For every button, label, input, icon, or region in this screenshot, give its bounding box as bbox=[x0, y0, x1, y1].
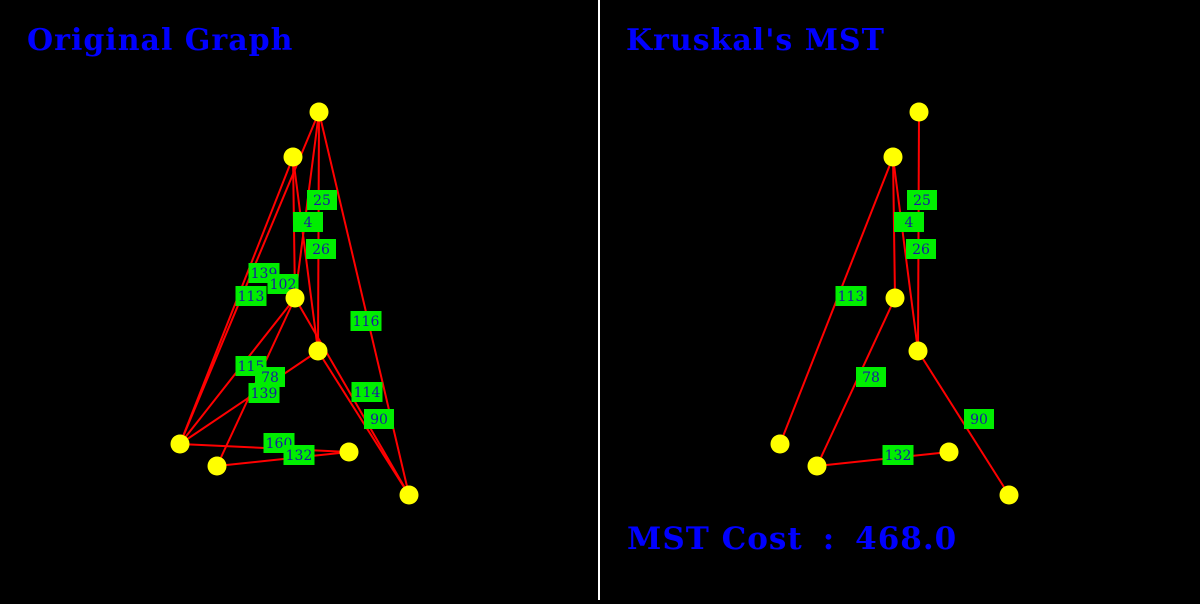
original-edge-weight-label: 4 bbox=[304, 215, 313, 231]
original-edge-label-bg bbox=[235, 286, 267, 306]
original-edge-weight-label: 102 bbox=[270, 277, 297, 293]
mst-edge-labels: 25 4 26 113 78 90 132 bbox=[835, 190, 994, 465]
original-edge-label-bg bbox=[306, 239, 336, 259]
original-edge-weight-label: 90 bbox=[370, 412, 388, 428]
mst-node bbox=[939, 442, 959, 462]
mst-edge-label-bg bbox=[856, 367, 886, 387]
original-edge-label-bg bbox=[350, 311, 382, 331]
original-node bbox=[207, 456, 227, 476]
mst-edge-label-bg bbox=[882, 445, 914, 465]
mst-edge-label-bg bbox=[964, 409, 994, 429]
original-node bbox=[285, 288, 305, 308]
original-edge-label-bg bbox=[255, 367, 285, 387]
mst-edge bbox=[917, 350, 1010, 496]
original-edge-label-bg bbox=[283, 445, 315, 465]
mst-node bbox=[807, 456, 827, 476]
original-edge-weight-label: 113 bbox=[238, 289, 265, 305]
mst-node bbox=[770, 434, 790, 454]
original-edge-weight-label: 114 bbox=[354, 385, 381, 401]
mst-edge-weight-label: 90 bbox=[970, 412, 988, 428]
original-edge bbox=[216, 451, 350, 467]
original-edge-label-bg bbox=[307, 190, 337, 210]
mst-cost-label: MST Cost bbox=[627, 521, 803, 557]
mst-edge-label-bg bbox=[907, 190, 937, 210]
original-nodes bbox=[170, 102, 419, 505]
original-node bbox=[309, 102, 329, 122]
mst-node bbox=[883, 147, 903, 167]
original-edge-weight-label: 26 bbox=[312, 242, 330, 258]
original-node bbox=[283, 147, 303, 167]
original-edge bbox=[318, 111, 410, 496]
mst-edge-weight-label: 4 bbox=[905, 215, 914, 231]
mst-edge bbox=[892, 156, 919, 352]
mst-graph: 25 4 26 113 78 90 132 bbox=[770, 102, 1019, 505]
original-edge-weight-label: 132 bbox=[286, 448, 313, 464]
original-node bbox=[399, 485, 419, 505]
mst-edge-weight-label: 25 bbox=[913, 193, 931, 209]
mst-node bbox=[909, 102, 929, 122]
mst-node bbox=[885, 288, 905, 308]
original-edge bbox=[317, 350, 410, 496]
original-edge-weight-label: 139 bbox=[251, 386, 278, 402]
mst-edge-weight-label: 78 bbox=[862, 370, 880, 386]
mst-edge-label-bg bbox=[906, 239, 936, 259]
mst-cost-value: 468.0 bbox=[855, 521, 958, 557]
mst-edge-weight-label: 26 bbox=[912, 242, 930, 258]
original-edge-label-bg bbox=[293, 212, 323, 232]
original-graph-title: Original Graph bbox=[27, 23, 294, 58]
original-edge-label-bg bbox=[364, 409, 394, 429]
original-edge-weight-label: 25 bbox=[313, 193, 331, 209]
original-edge-weight-label: 116 bbox=[353, 314, 380, 330]
mst-node bbox=[908, 341, 928, 361]
original-edge-label-bg bbox=[248, 383, 280, 403]
mst-edge-label-bg bbox=[835, 286, 867, 306]
original-node bbox=[170, 434, 190, 454]
mst-title: Kruskal's MST bbox=[626, 23, 885, 58]
mst-edge-label-bg bbox=[894, 212, 924, 232]
mst-cost-separator: : bbox=[822, 521, 836, 557]
mst-edge-weight-label: 113 bbox=[838, 289, 865, 305]
mst-edge-weight-label: 132 bbox=[885, 448, 912, 464]
original-node bbox=[339, 442, 359, 462]
original-edge-label-bg bbox=[267, 274, 299, 294]
mst-nodes bbox=[770, 102, 1019, 505]
mst-cost-readout: MST Cost:468.0 bbox=[627, 524, 957, 555]
original-edge bbox=[292, 156, 319, 352]
original-node bbox=[308, 341, 328, 361]
mst-node bbox=[999, 485, 1019, 505]
original-edge-label-bg bbox=[351, 382, 383, 402]
original-edge-weight-label: 78 bbox=[261, 370, 279, 386]
